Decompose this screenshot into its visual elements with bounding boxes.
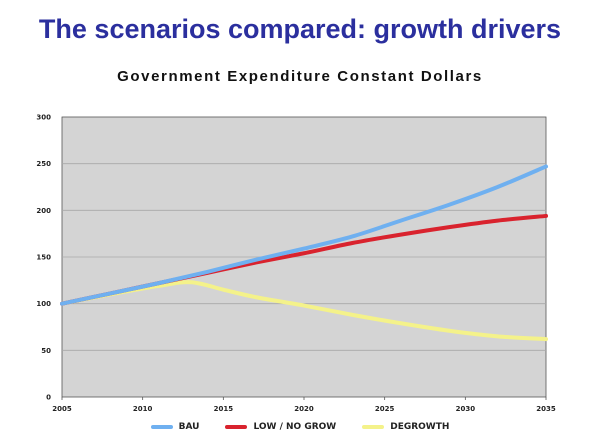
- x-axis: 2005 2010 2015 2020 2025 2030 2035: [52, 397, 556, 413]
- y-tick-label: 100: [36, 300, 51, 308]
- legend-item: BAU: [150, 422, 200, 432]
- x-tick-label: 2025: [375, 405, 395, 413]
- x-tick-label: 2005: [52, 405, 72, 413]
- x-tick-label: 2030: [456, 405, 476, 413]
- legend: BAU LOW / NO GROW DEGROWTH: [0, 422, 600, 432]
- y-tick-label: 250: [36, 160, 51, 168]
- x-tick-label: 2020: [294, 405, 314, 413]
- legend-swatch: [225, 425, 248, 429]
- legend-swatch: [362, 425, 385, 429]
- series-line-bau: [60, 164, 548, 306]
- legend-label: DEGROWTH: [390, 422, 450, 432]
- x-tick-label: 2010: [133, 405, 153, 413]
- series-line-degrowth: [60, 280, 548, 342]
- legend-item: DEGROWTH: [362, 422, 449, 432]
- y-tick-label: 50: [41, 347, 51, 355]
- y-tick-label: 150: [36, 254, 51, 262]
- legend-label: BAU: [178, 422, 200, 432]
- gridlines: [62, 163, 546, 351]
- y-tick-label: 200: [36, 207, 51, 215]
- chart-title: Government Expenditure Constant Dollars: [117, 68, 483, 85]
- y-tick-label: 300: [36, 114, 51, 122]
- legend-swatch: [150, 425, 173, 429]
- slide-title: The scenarios compared: growth drivers: [38, 14, 562, 44]
- x-tick-label: 2015: [214, 405, 234, 413]
- series-lines: [60, 164, 548, 342]
- legend-item: LOW / NO GROW: [225, 422, 336, 432]
- y-axis: 0 50 100 150 200 250 300: [36, 114, 51, 402]
- legend-label: LOW / NO GROW: [253, 422, 337, 432]
- x-tick-label: 2035: [536, 405, 556, 413]
- y-tick-label: 0: [46, 394, 51, 402]
